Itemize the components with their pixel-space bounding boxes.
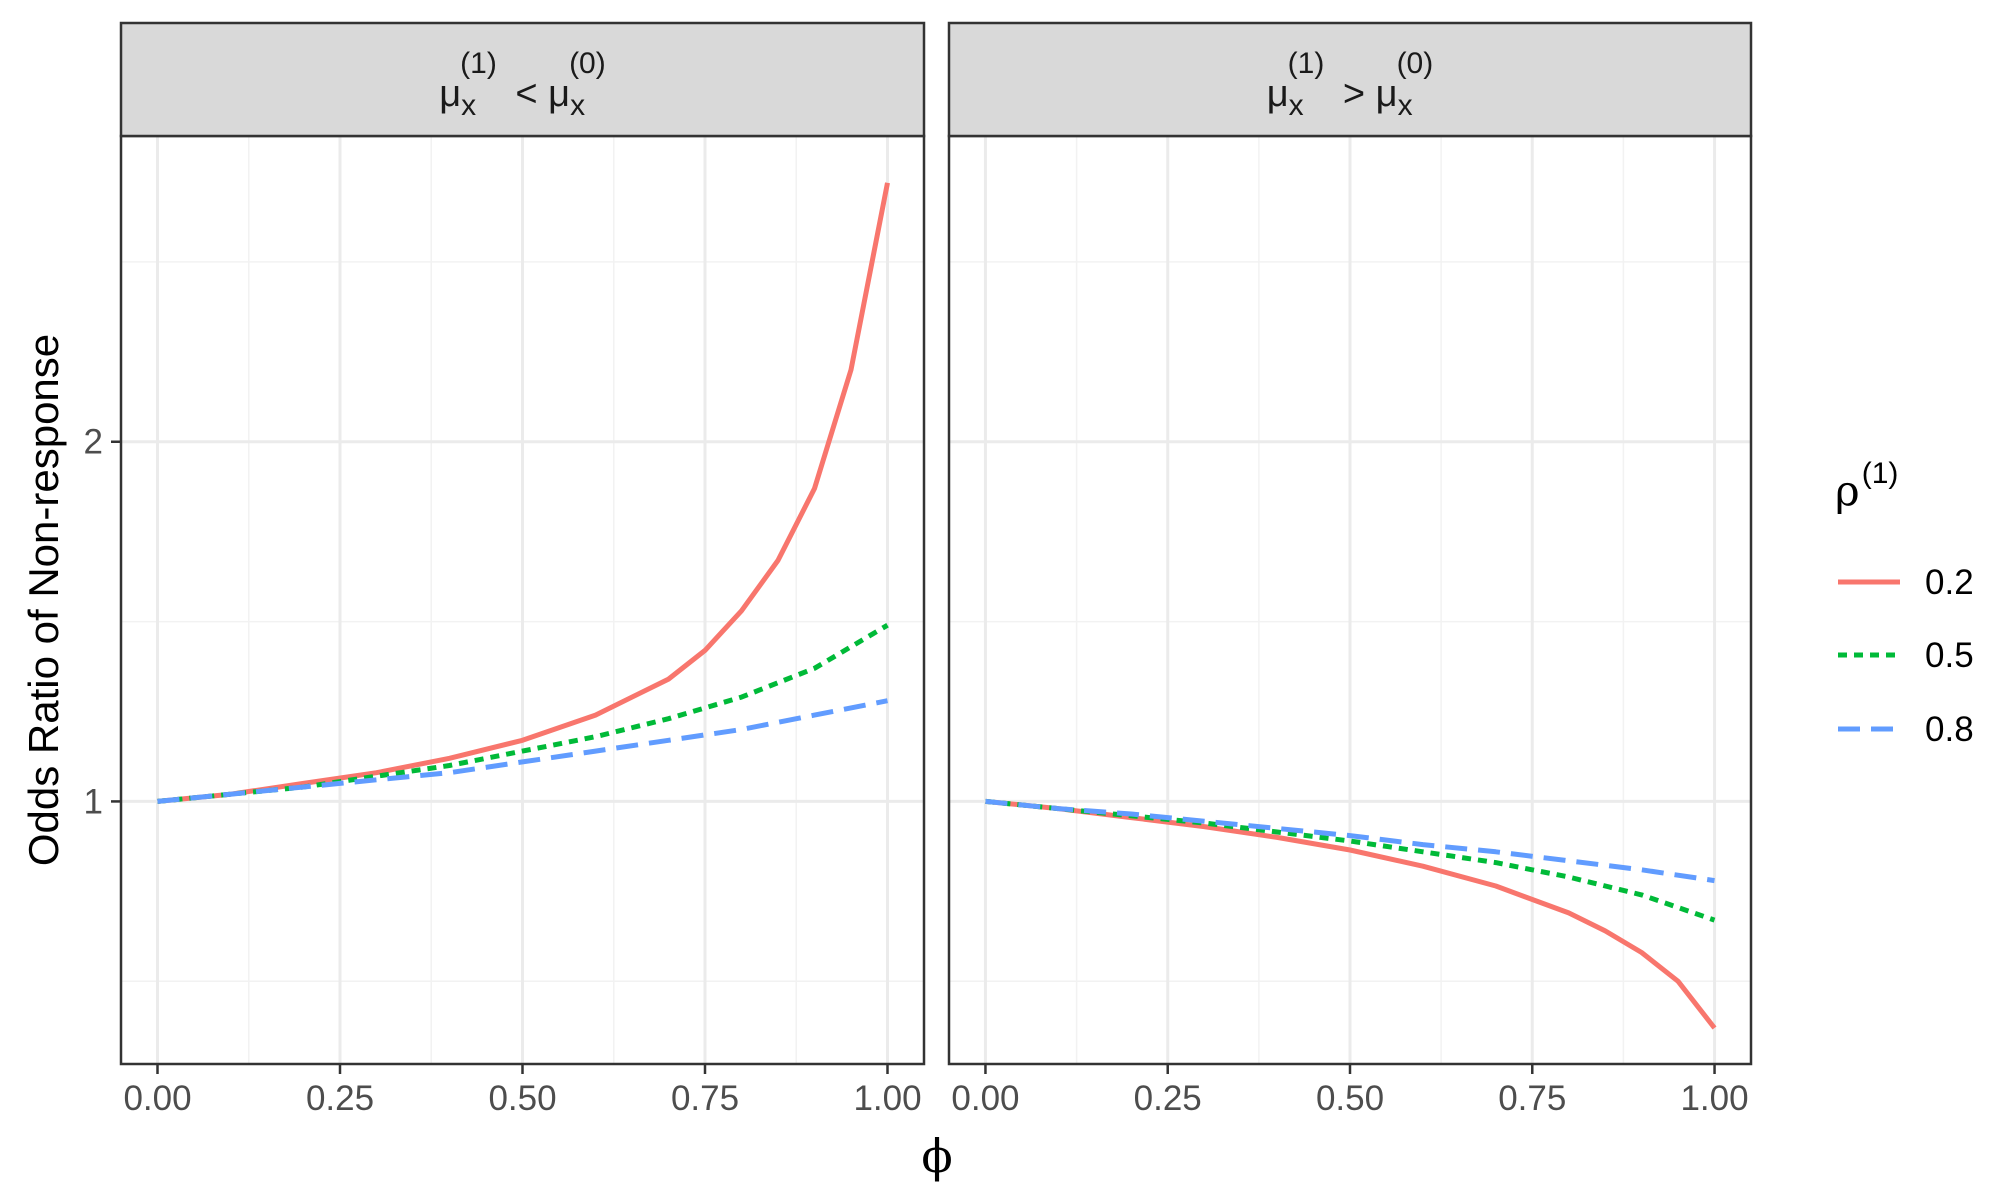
x-tick-label: 0.75 [1498,1079,1566,1118]
y-tick-label: 2 [84,423,103,462]
x-tick-label: 0.00 [123,1079,191,1118]
legend-title: ρ(1) [1835,457,1898,515]
series-line-0.5 [157,623,889,804]
y-tick-label: 1 [84,782,103,821]
facet-strip [119,21,926,138]
legend-label: 0.2 [1925,563,1974,602]
x-tick-label: 0.50 [488,1079,556,1118]
legend-label: 0.8 [1925,710,1974,749]
x-tick-label: 0.25 [1134,1079,1202,1118]
panel-2: μx(1) > μx(0) 0.00 0.25 0.50 0.75 1.00 [947,21,1753,1118]
x-axis-title: ϕ [921,1129,952,1183]
legend: ρ(1) 0.2 0.5 0.8 [1835,457,1974,749]
facet-strip [947,21,1753,138]
legend-label: 0.5 [1925,636,1974,675]
x-tick-label: 1.00 [1680,1079,1748,1118]
x-tick-label: 0.00 [951,1079,1019,1118]
x-tick-label: 0.25 [306,1079,374,1118]
series-line-0.2 [157,182,890,804]
x-tick-label: 0.50 [1316,1079,1384,1118]
panel-1: μx(1) < μx(0) 0.00 0.25 0.50 0.75 1.00 1 2 [84,21,926,1118]
facet-strip-label: μx(1) > μx(0) [1267,47,1433,122]
facet-strip-label: μx(1) < μx(0) [439,47,605,122]
x-tick-label: 0.75 [671,1079,739,1118]
series-line-0.8 [157,698,888,804]
y-axis-title: Odds Ratio of Non-response [20,334,67,866]
x-tick-label: 1.00 [853,1079,921,1118]
series-line-0.5 [985,798,1716,923]
series-line-0.8 [985,798,1715,884]
